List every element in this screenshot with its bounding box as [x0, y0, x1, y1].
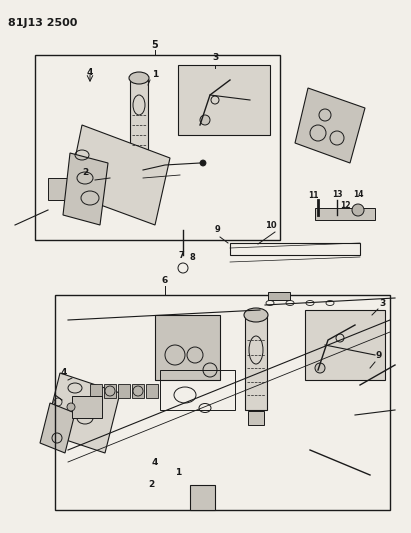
- Bar: [305, 310, 385, 380]
- Text: 6: 6: [162, 276, 168, 285]
- Text: 5: 5: [152, 40, 158, 50]
- Text: 7: 7: [178, 251, 184, 260]
- Text: 12: 12: [340, 201, 350, 210]
- Text: 4: 4: [87, 68, 93, 77]
- Text: 3: 3: [379, 299, 385, 308]
- Bar: [90, 384, 102, 398]
- Bar: [315, 208, 375, 220]
- Bar: [67, 181, 77, 195]
- Bar: [55, 182, 65, 196]
- Bar: [104, 384, 116, 398]
- Bar: [108, 163, 116, 185]
- Bar: [130, 80, 148, 155]
- Text: 8: 8: [189, 253, 195, 262]
- Text: 1: 1: [175, 468, 181, 477]
- Circle shape: [315, 363, 325, 373]
- Bar: [48, 178, 70, 200]
- Text: 9: 9: [375, 351, 381, 360]
- Text: 4: 4: [152, 458, 158, 467]
- Circle shape: [200, 160, 206, 166]
- Text: 9: 9: [215, 225, 221, 234]
- Bar: [113, 158, 143, 193]
- Circle shape: [352, 204, 364, 216]
- Bar: [79, 180, 89, 194]
- Bar: [72, 396, 102, 418]
- Text: 3: 3: [212, 53, 218, 62]
- Bar: [146, 384, 158, 398]
- Polygon shape: [45, 373, 120, 453]
- Text: 14: 14: [353, 190, 363, 199]
- Ellipse shape: [244, 308, 268, 322]
- Bar: [248, 411, 264, 425]
- Text: 4: 4: [61, 368, 67, 377]
- Ellipse shape: [129, 72, 149, 84]
- Bar: [132, 384, 144, 398]
- Bar: [35, 55, 280, 240]
- Text: 81J13 2500: 81J13 2500: [8, 18, 77, 28]
- Text: 2: 2: [148, 480, 154, 489]
- Bar: [230, 243, 360, 255]
- Bar: [92, 179, 102, 193]
- Bar: [160, 370, 235, 410]
- Circle shape: [200, 115, 210, 125]
- Text: 2: 2: [82, 168, 88, 177]
- Bar: [245, 315, 267, 410]
- Text: 11: 11: [308, 191, 319, 200]
- Text: 13: 13: [332, 190, 342, 199]
- Bar: [155, 315, 220, 380]
- Polygon shape: [40, 403, 75, 453]
- Bar: [178, 65, 270, 135]
- Polygon shape: [63, 153, 108, 225]
- Bar: [268, 292, 290, 300]
- Text: 10: 10: [265, 221, 277, 230]
- Polygon shape: [295, 88, 365, 163]
- Text: 1: 1: [152, 70, 158, 79]
- Circle shape: [67, 403, 75, 411]
- Polygon shape: [68, 125, 170, 225]
- Bar: [190, 485, 215, 510]
- Bar: [118, 384, 130, 398]
- Bar: [55, 295, 390, 510]
